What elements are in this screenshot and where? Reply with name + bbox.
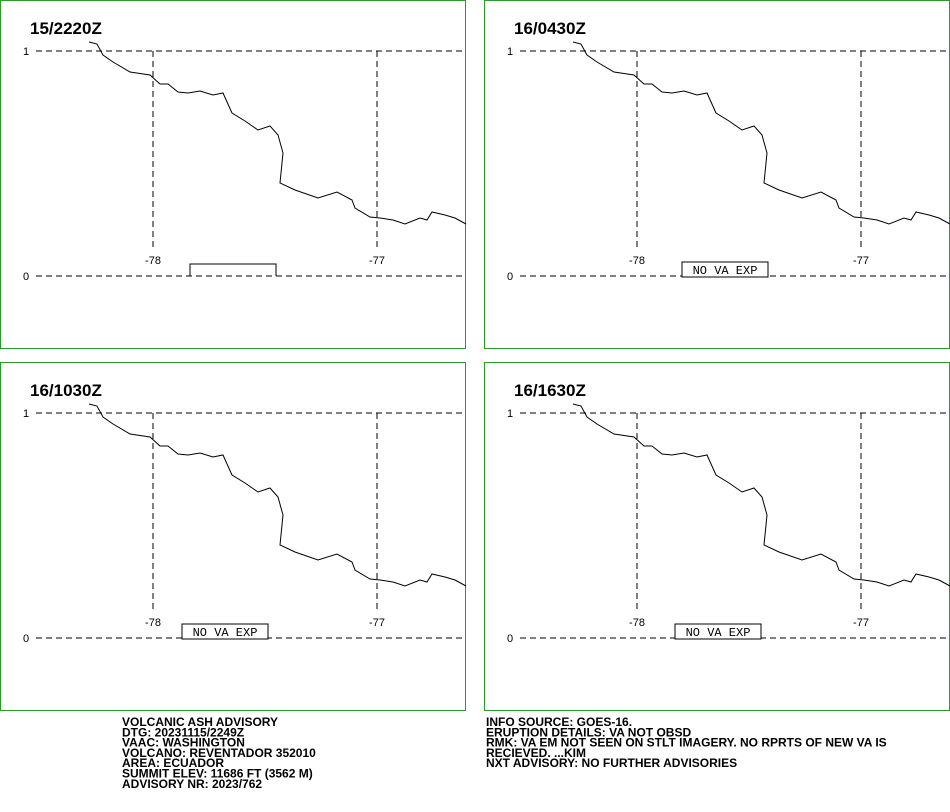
panel-border bbox=[0, 362, 466, 711]
coastline bbox=[88, 403, 467, 587]
map-panel: 1 0 -78 -77 16/1030Z NO VA EXP bbox=[0, 362, 467, 711]
latitude-label: 1 bbox=[507, 408, 513, 420]
panel-border bbox=[0, 0, 466, 349]
map-panel: 1 0 -78 -77 16/1630Z NO VA EXP bbox=[484, 362, 950, 711]
longitude-label: -78 bbox=[629, 617, 645, 629]
note-box bbox=[181, 623, 269, 640]
advisory-line: SUMMIT ELEV: 11686 FT (3562 M) bbox=[122, 767, 313, 781]
map-panel: 1 0 -78 -77 15/2220Z bbox=[0, 0, 467, 349]
longitude-label: -78 bbox=[145, 255, 161, 267]
advisory-line: ADVISORY NR: 2023/762 bbox=[122, 777, 262, 791]
panel-border bbox=[484, 0, 950, 349]
advisory-line: RMK: VA EM NOT SEEN ON STLT IMAGERY. NO … bbox=[486, 736, 887, 750]
advisory-line: RECIEVED. ...KIM bbox=[486, 746, 586, 760]
panel-border bbox=[484, 362, 950, 711]
latitude-label: 1 bbox=[507, 46, 513, 58]
panel-time: 15/2220Z bbox=[30, 19, 102, 38]
advisory-line: NXT ADVISORY: NO FURTHER ADVISORIES bbox=[486, 756, 737, 770]
longitude-label: -77 bbox=[853, 255, 869, 267]
latitude-label: 0 bbox=[23, 633, 29, 645]
panel-time: 16/1030Z bbox=[30, 381, 102, 400]
panel-time: 16/0430Z bbox=[514, 19, 586, 38]
note-box bbox=[681, 261, 769, 278]
advisory-line: VOLCANIC ASH ADVISORY bbox=[122, 715, 278, 729]
map-panel: 1 0 -78 -77 16/0430Z NO VA EXP bbox=[484, 0, 950, 349]
latitude-label: 0 bbox=[507, 271, 513, 283]
advisory-line: INFO SOURCE: GOES-16. bbox=[486, 715, 632, 729]
latitude-label: 1 bbox=[23, 408, 29, 420]
longitude-label: -77 bbox=[369, 617, 385, 629]
ash-box bbox=[189, 263, 277, 276]
coastline bbox=[572, 403, 950, 587]
note-text: NO VA EXP bbox=[693, 264, 758, 278]
advisory-line: VAAC: WASHINGTON bbox=[122, 736, 245, 750]
advisory-line: AREA: ECUADOR bbox=[122, 756, 224, 770]
latitude-label: 0 bbox=[23, 271, 29, 283]
advisory-line: VOLCANO: REVENTADOR 352010 bbox=[122, 746, 316, 760]
longitude-label: -77 bbox=[369, 255, 385, 267]
longitude-label: -78 bbox=[145, 617, 161, 629]
note-box bbox=[674, 623, 762, 640]
longitude-label: -77 bbox=[853, 617, 869, 629]
latitude-label: 0 bbox=[507, 633, 513, 645]
note-text: NO VA EXP bbox=[193, 626, 258, 640]
coastline bbox=[88, 41, 467, 225]
note-text: NO VA EXP bbox=[686, 626, 751, 640]
advisory-line: ERUPTION DETAILS: VA NOT OBSD bbox=[486, 725, 691, 739]
latitude-label: 1 bbox=[23, 46, 29, 58]
longitude-label: -78 bbox=[629, 255, 645, 267]
panel-time: 16/1630Z bbox=[514, 381, 586, 400]
advisory-line: DTG: 20231115/2249Z bbox=[122, 725, 244, 739]
coastline bbox=[572, 41, 950, 225]
